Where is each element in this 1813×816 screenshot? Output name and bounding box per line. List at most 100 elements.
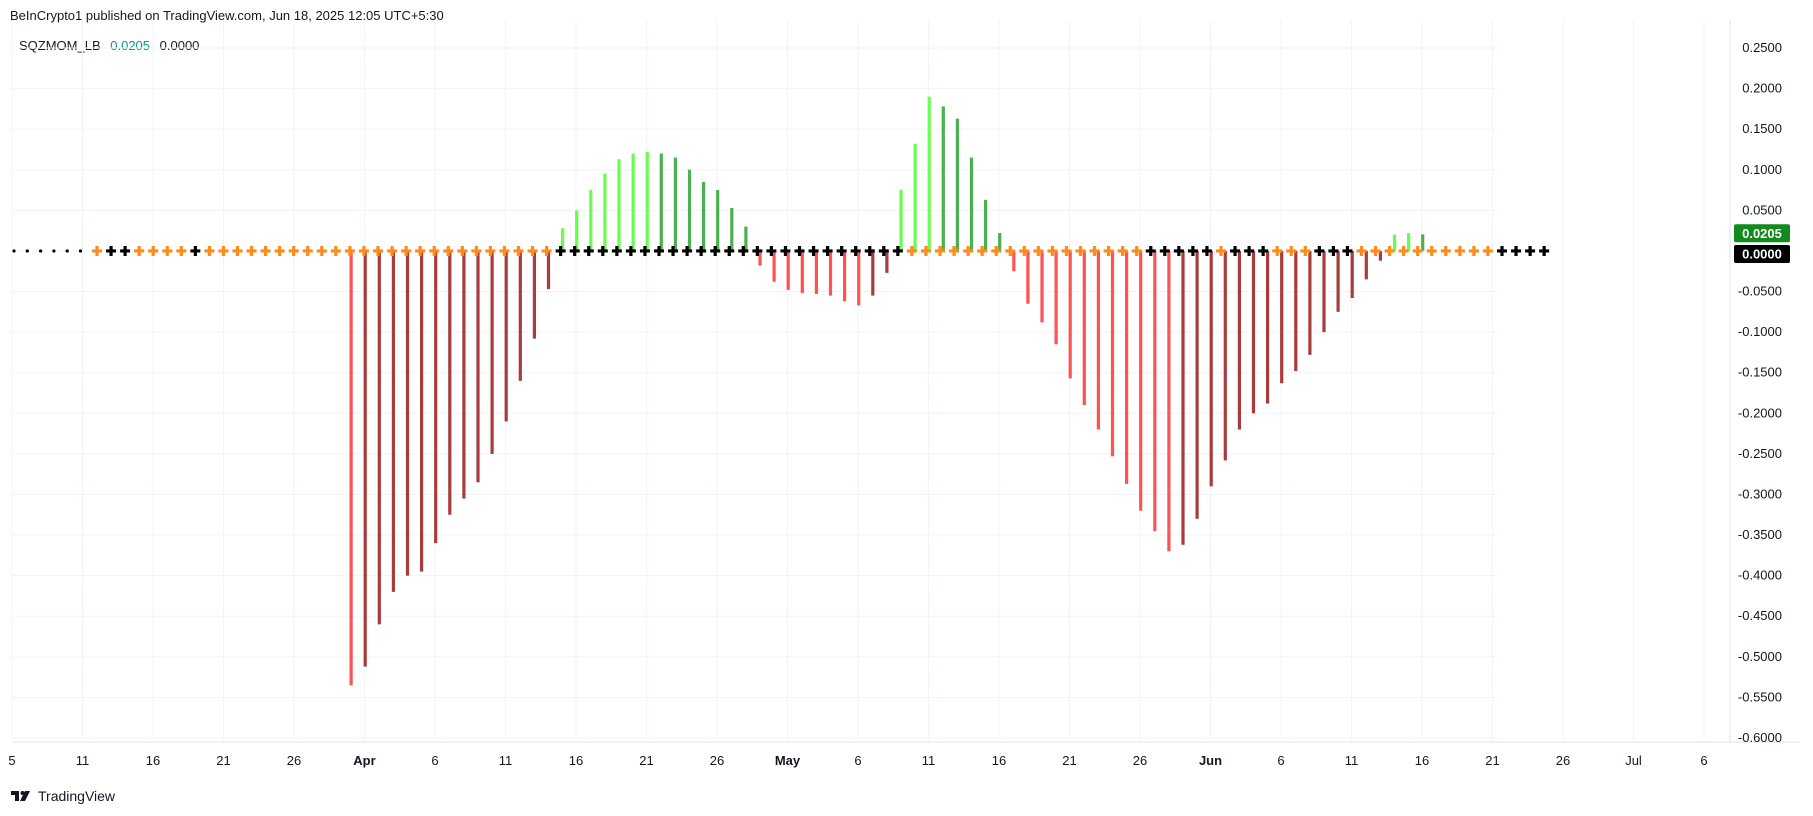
indicator-value-momentum: 0.0205 (110, 38, 151, 53)
squeeze-cross (302, 245, 313, 256)
squeeze-cross (1384, 245, 1395, 256)
momentum-bar (969, 157, 974, 251)
momentum-bar (1322, 250, 1326, 333)
last-value-label: 0.0205 (1742, 226, 1782, 241)
momentum-bar (631, 153, 635, 251)
x-tick-label: 21 (216, 753, 230, 768)
momentum-chart[interactable]: 0.2500 0.2000 0.1500 0.1000 0.0500 0.0000 -0.0… (0, 0, 1813, 780)
squeeze-cross (1272, 245, 1283, 256)
y-tick-label: 0.2500 (1742, 40, 1782, 55)
y-tick-label: 0.1500 (1742, 121, 1782, 136)
momentum-bar (377, 250, 381, 625)
momentum-bar (899, 190, 903, 251)
squeeze-cross (120, 245, 131, 256)
squeeze-cross (625, 245, 636, 256)
squeeze-cross (499, 245, 510, 256)
squeeze-cross (443, 245, 454, 256)
momentum-bar (490, 250, 494, 454)
x-tick-label: 26 (1556, 753, 1570, 768)
squeeze-cross (920, 245, 931, 256)
squeeze-dot (39, 249, 43, 253)
squeeze-cross (555, 245, 566, 256)
squeeze-cross (232, 245, 243, 256)
squeeze-cross (597, 245, 608, 256)
squeeze-cross (738, 245, 749, 256)
momentum-bar (546, 250, 551, 290)
squeeze-cross (935, 245, 945, 256)
squeeze-cross (794, 245, 805, 256)
squeeze-cross (1005, 245, 1016, 256)
squeeze-cross (373, 245, 383, 256)
squeeze-cross (1539, 245, 1550, 256)
squeeze-cross (682, 245, 693, 256)
squeeze-cross (204, 245, 215, 256)
y-tick-label: -0.2500 (1738, 446, 1782, 461)
momentum-bar (1237, 250, 1241, 430)
squeeze-cross (162, 245, 173, 256)
squeeze-cross (457, 245, 468, 256)
y-tick-label: 0.2000 (1742, 81, 1782, 96)
momentum-bar (1195, 250, 1199, 519)
chart-grid (11, 20, 1800, 743)
momentum-bar (1181, 250, 1185, 545)
x-tick-label: Jul (1625, 753, 1642, 768)
squeeze-cross (527, 245, 538, 256)
squeeze-cross (415, 245, 426, 256)
squeeze-cross (611, 245, 622, 256)
squeeze-dot (25, 249, 29, 253)
squeeze-cross (92, 245, 102, 256)
momentum-bar (1223, 250, 1227, 461)
x-axis: 5 11 16 21 26 Apr 6 11 16 21 26 May 6 11 16 21 26 Jun 6 11 1… (8, 753, 1707, 768)
tradingview-logo-icon (11, 791, 30, 801)
squeeze-cross (1314, 245, 1325, 256)
x-tick-label: 11 (1345, 753, 1359, 768)
squeeze-cross (1342, 245, 1353, 256)
momentum-bar (532, 250, 536, 339)
momentum-bar (1209, 250, 1213, 487)
squeeze-cross (949, 245, 960, 256)
squeeze-cross (401, 245, 412, 256)
squeeze-cross (1440, 245, 1451, 256)
x-tick-label: 21 (1485, 753, 1499, 768)
squeeze-cross (513, 245, 524, 256)
momentum-bar (1153, 250, 1157, 532)
squeeze-cross (1370, 245, 1381, 256)
momentum-bar (476, 250, 480, 483)
y-tick-label: -0.4000 (1738, 568, 1782, 583)
y-tick-label: 0.1000 (1742, 162, 1782, 177)
squeeze-cross (344, 245, 355, 256)
y-tick-label: 0.0500 (1742, 202, 1782, 217)
last-value-badge (1734, 244, 1790, 263)
squeeze-cross (134, 245, 145, 256)
momentum-bar (1280, 250, 1284, 384)
y-tick-label: -0.4500 (1738, 608, 1782, 623)
x-tick-label: 21 (639, 753, 653, 768)
momentum-bar (645, 151, 649, 251)
x-tick-label: 26 (710, 753, 724, 768)
momentum-bar (589, 190, 593, 251)
momentum-bar (772, 250, 776, 282)
momentum-bar (1139, 250, 1143, 511)
momentum-bar (716, 190, 720, 251)
squeeze-cross (668, 245, 679, 256)
squeeze-cross (1159, 245, 1170, 256)
last-value-label: 0.0000 (1742, 246, 1782, 261)
squeeze-cross (1047, 245, 1058, 256)
momentum-bar (1082, 250, 1086, 406)
squeeze-cross (1089, 245, 1100, 256)
y-axis: 0.2500 0.2000 0.1500 0.1000 0.0500 0.0000 -0.0… (1738, 40, 1782, 745)
squeeze-cross (1201, 245, 1212, 256)
y-tick-label: -0.2000 (1738, 405, 1782, 420)
tradingview-footer[interactable]: TradingView (10, 788, 115, 804)
squeeze-cross (485, 245, 496, 256)
squeeze-cross (1061, 245, 1072, 256)
squeeze-cross (963, 245, 974, 256)
momentum-bar (687, 169, 692, 251)
momentum-bars (349, 96, 1425, 686)
momentum-bar (504, 250, 508, 422)
indicator-legend[interactable]: SQZMOM_LB 0.0205 0.0000 (19, 38, 199, 53)
indicator-value-squeeze: 0.0000 (159, 38, 200, 53)
momentum-bar (1096, 250, 1100, 430)
y-tick-label: -0.1500 (1738, 365, 1782, 380)
momentum-bar (1110, 250, 1115, 457)
